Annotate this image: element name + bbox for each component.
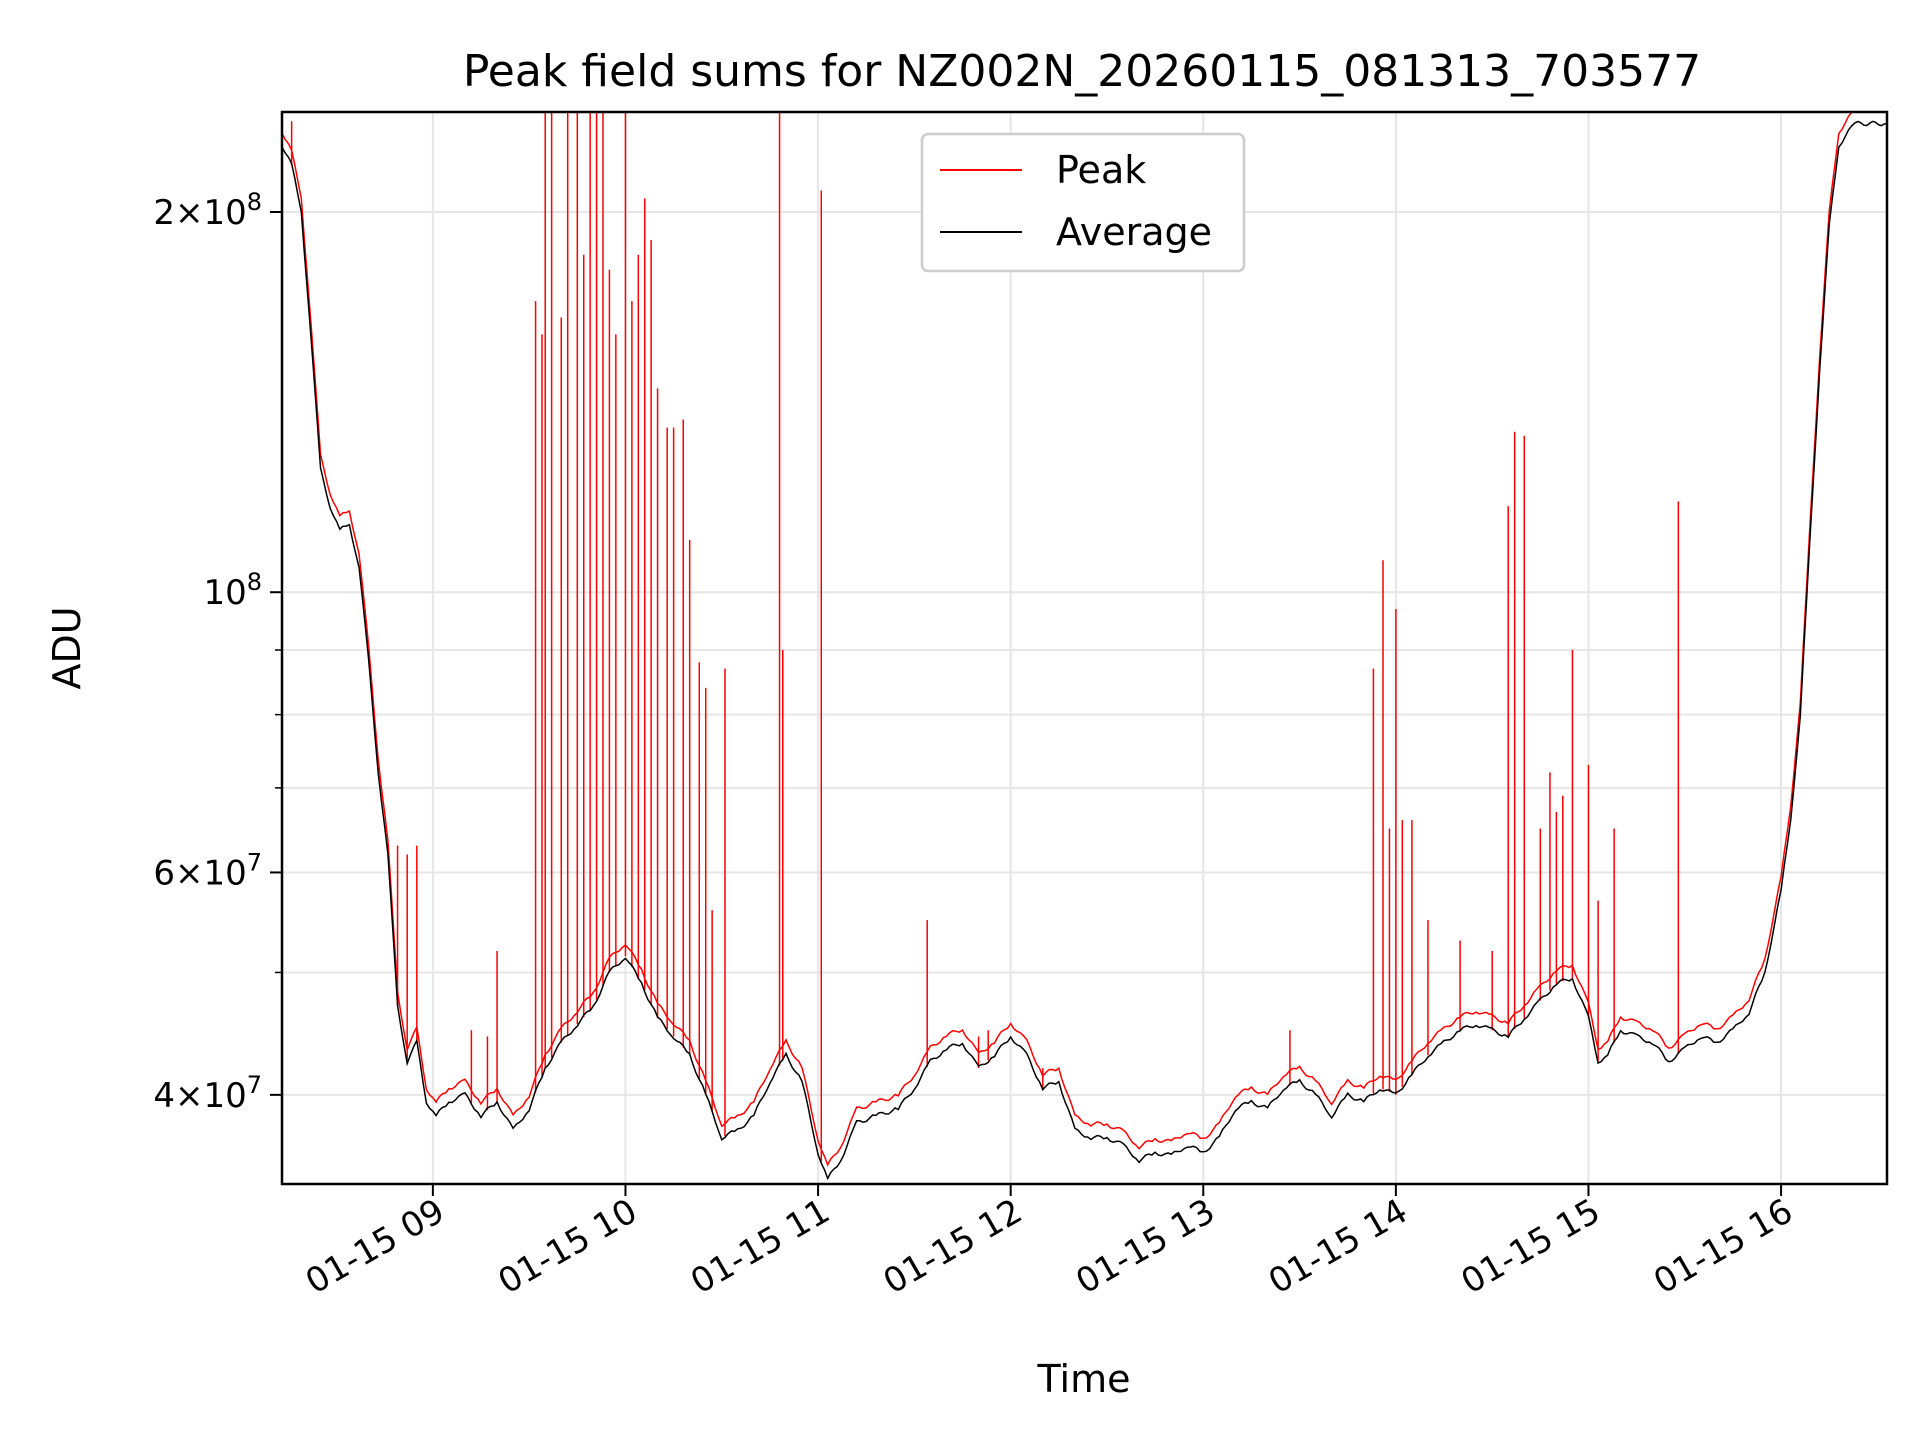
legend-average-label: Average — [1056, 210, 1212, 254]
plot-frame — [280, 110, 1889, 1186]
average-series-line — [282, 120, 1887, 1181]
y-axis-label: ADU — [45, 606, 89, 689]
x-tick-label: 01-15 11 — [684, 1191, 836, 1302]
x-tick-label: 01-15 15 — [1455, 1191, 1607, 1302]
y-tick-label: 108 — [203, 568, 262, 613]
y-tick-label: 2×108 — [153, 188, 262, 233]
grid-lines — [282, 112, 1887, 1184]
legend: Peak Average — [920, 132, 1246, 273]
y-tick-label: 6×107 — [153, 848, 262, 893]
y-axis: 4×107 6×107 108 2×108 — [153, 188, 282, 1116]
x-axis-label: Time — [1037, 1357, 1131, 1401]
y-tick-label: 4×107 — [153, 1071, 262, 1116]
x-tick-label: 01-15 16 — [1647, 1191, 1799, 1302]
peak-series — [282, 112, 1884, 1167]
plot-area — [282, 112, 1887, 1181]
legend-peak-label: Peak — [1056, 148, 1146, 192]
x-tick-label: 01-15 13 — [1069, 1191, 1221, 1302]
peak-series-line — [282, 112, 1884, 1167]
x-axis: 01-15 09 01-15 10 01-15 11 01-15 12 01-15 13… — [299, 1184, 1800, 1302]
x-tick-label: 01-15 09 — [299, 1191, 451, 1302]
x-tick-label: 01-15 12 — [877, 1191, 1029, 1302]
x-tick-label: 01-15 10 — [492, 1191, 644, 1302]
legend-box — [920, 132, 1246, 273]
chart-title: Peak field sums for NZ002N_20260115_0813… — [463, 46, 1701, 97]
x-tick-label: 01-15 14 — [1262, 1191, 1414, 1302]
average-series — [282, 120, 1887, 1181]
